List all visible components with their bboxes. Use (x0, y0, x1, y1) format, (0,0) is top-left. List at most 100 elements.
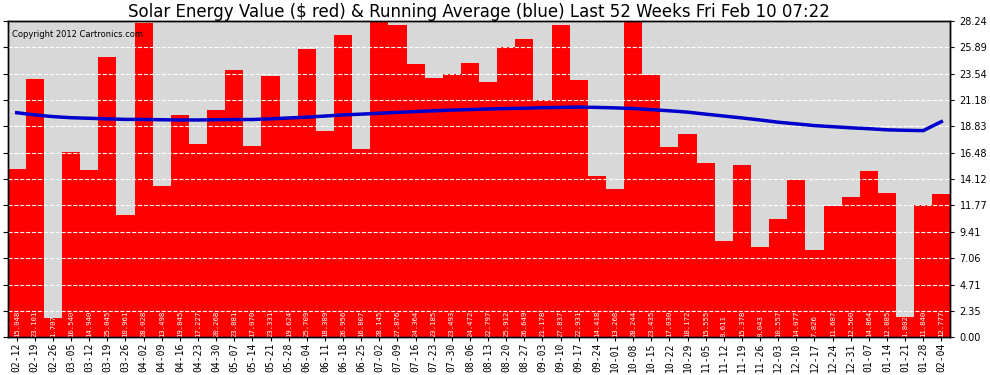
Bar (569, 80, 588, 337)
Text: 25.912: 25.912 (503, 310, 509, 337)
Text: 8.043: 8.043 (757, 315, 763, 337)
Bar (769, 219, 787, 337)
Text: 28.145: 28.145 (376, 310, 382, 337)
Text: 17.070: 17.070 (249, 310, 255, 337)
Title: Solar Energy Value ($ red) & Running Average (blue) Last 52 Weeks Fri Feb 10 07:: Solar Energy Value ($ red) & Running Ave… (128, 3, 830, 21)
Text: 28.028: 28.028 (141, 310, 147, 337)
Text: 14.418: 14.418 (594, 310, 600, 337)
Text: 23.101: 23.101 (32, 310, 38, 337)
Bar (516, 39, 534, 337)
Bar (824, 206, 842, 337)
Text: 1.707: 1.707 (50, 315, 56, 337)
Text: 11.840: 11.840 (921, 310, 927, 337)
Bar (588, 176, 606, 337)
Bar (859, 171, 878, 337)
Bar (534, 100, 551, 337)
Text: 23.185: 23.185 (431, 310, 437, 337)
Bar (624, 21, 643, 337)
Bar (933, 194, 950, 337)
Bar (551, 26, 569, 337)
Bar (407, 64, 425, 337)
Bar (80, 170, 98, 337)
Bar (878, 193, 896, 337)
Text: 22.797: 22.797 (485, 310, 491, 337)
Text: 13.498: 13.498 (158, 310, 164, 337)
Text: 7.826: 7.826 (812, 315, 818, 337)
Text: 26.956: 26.956 (340, 310, 346, 337)
Bar (697, 163, 715, 337)
Text: 16.540: 16.540 (68, 310, 74, 337)
Text: 14.077: 14.077 (793, 310, 799, 337)
Text: 19.624: 19.624 (286, 310, 292, 337)
Text: 23.881: 23.881 (232, 310, 238, 337)
Bar (117, 214, 135, 337)
Text: 23.331: 23.331 (267, 310, 273, 337)
Text: 18.389: 18.389 (322, 310, 328, 337)
Bar (152, 186, 171, 337)
Text: 19.845: 19.845 (177, 310, 183, 337)
Bar (497, 47, 516, 337)
Text: 16.807: 16.807 (358, 310, 364, 337)
Text: 1.802: 1.802 (902, 315, 908, 337)
Text: 14.864: 14.864 (866, 310, 872, 337)
Text: 15.048: 15.048 (14, 310, 20, 337)
Text: 25.045: 25.045 (104, 310, 110, 337)
Bar (914, 205, 933, 337)
Bar (896, 317, 914, 337)
Bar (171, 115, 189, 337)
Bar (787, 180, 806, 337)
Bar (479, 82, 497, 337)
Bar (733, 165, 751, 337)
Text: 11.687: 11.687 (830, 310, 836, 337)
Text: 23.435: 23.435 (648, 310, 654, 337)
Bar (261, 76, 279, 337)
Bar (606, 189, 624, 337)
Text: 17.030: 17.030 (666, 310, 672, 337)
Bar (334, 35, 352, 337)
Text: 23.493: 23.493 (448, 310, 454, 337)
Text: 27.837: 27.837 (557, 310, 563, 337)
Text: 12.560: 12.560 (847, 310, 853, 337)
Text: 10.961: 10.961 (123, 310, 129, 337)
Text: 22.931: 22.931 (576, 310, 582, 337)
Text: 17.227: 17.227 (195, 310, 201, 337)
Text: 27.876: 27.876 (394, 310, 400, 337)
Bar (643, 75, 660, 337)
Bar (842, 196, 859, 337)
Text: 24.472: 24.472 (467, 310, 473, 337)
Bar (715, 241, 733, 337)
Bar (207, 110, 225, 337)
Text: 24.364: 24.364 (413, 310, 419, 337)
Bar (298, 49, 316, 337)
Bar (244, 146, 261, 337)
Bar (443, 74, 461, 337)
Text: 18.172: 18.172 (684, 310, 691, 337)
Text: 21.178: 21.178 (540, 310, 545, 337)
Text: 15.555: 15.555 (703, 310, 709, 337)
Text: 25.709: 25.709 (304, 310, 310, 337)
Bar (279, 117, 298, 337)
Text: 10.557: 10.557 (775, 310, 781, 337)
Bar (26, 78, 44, 337)
Bar (806, 250, 824, 337)
Bar (135, 23, 152, 337)
Bar (225, 70, 244, 337)
Bar (370, 22, 388, 337)
Text: 12.885: 12.885 (884, 310, 890, 337)
Text: 8.611: 8.611 (721, 315, 727, 337)
Bar (44, 318, 62, 337)
Bar (461, 63, 479, 337)
Bar (678, 134, 697, 337)
Bar (316, 131, 334, 337)
Text: 26.649: 26.649 (522, 310, 528, 337)
Bar (660, 147, 678, 337)
Bar (388, 25, 407, 337)
Text: 12.777: 12.777 (939, 310, 944, 337)
Text: 15.378: 15.378 (739, 310, 744, 337)
Text: 28.244: 28.244 (631, 310, 637, 337)
Bar (425, 78, 443, 337)
Text: 13.268: 13.268 (612, 310, 618, 337)
Text: 14.940: 14.940 (86, 310, 92, 337)
Bar (751, 247, 769, 337)
Text: Copyright 2012 Cartronics.com: Copyright 2012 Cartronics.com (12, 30, 144, 39)
